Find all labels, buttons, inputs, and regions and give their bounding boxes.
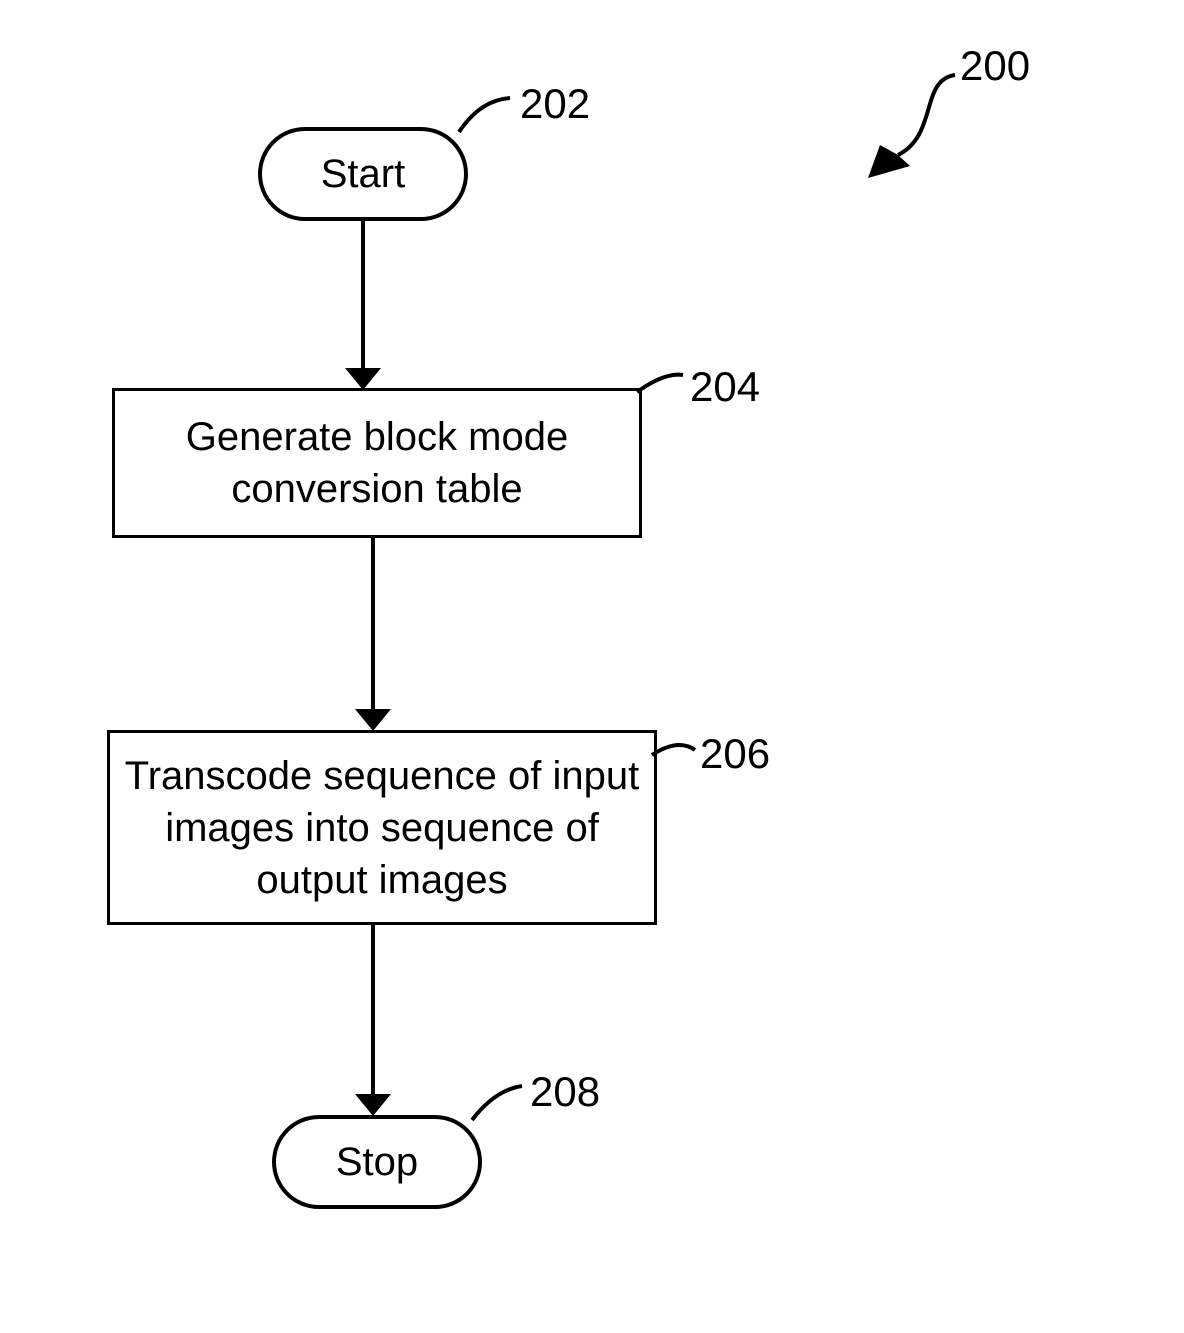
stop-ref-leader <box>0 0 700 1250</box>
stop-ref-label: 208 <box>530 1068 600 1116</box>
flowchart-container: 200 Start 202 Generate block mode conver… <box>0 0 1184 1333</box>
transcode-ref-label: 206 <box>700 730 770 778</box>
